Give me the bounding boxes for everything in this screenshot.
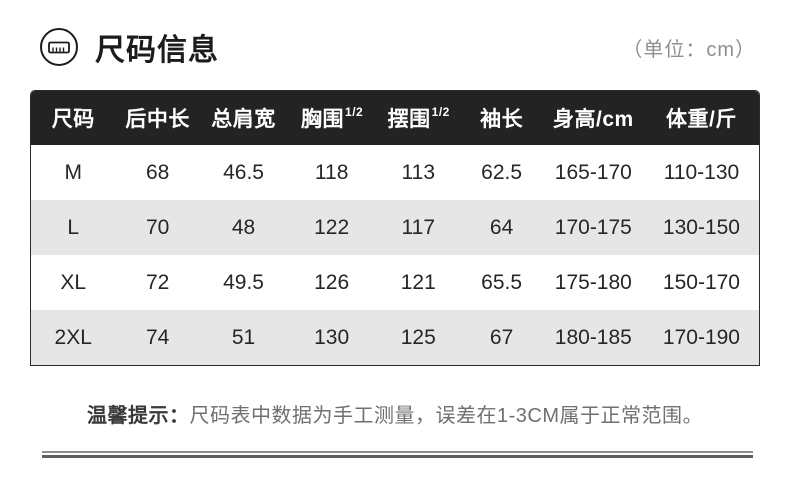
table-cell: 48 <box>199 200 288 255</box>
table-cell: 150-170 <box>643 255 759 310</box>
table-cell: 62.5 <box>460 145 543 200</box>
section-title: 尺码信息 <box>95 34 219 67</box>
table-cell: 2XL <box>31 310 116 365</box>
tip-label: 温馨提示： <box>86 405 190 427</box>
table-row: M 68 46.5 118 113 62.5 165-170 110-130 <box>31 145 759 200</box>
section-header: 尺码信息 （单位：cm） <box>40 24 756 70</box>
divider-line <box>42 451 753 453</box>
table-cell: 46.5 <box>199 145 288 200</box>
table-header-row: 尺码 后中长 总肩宽 胸围1/2 摆围1/2 袖长 身高/cm 体重/斤 <box>31 91 759 145</box>
table-cell: 180-185 <box>542 310 644 365</box>
table-cell: 51 <box>199 310 288 365</box>
table-cell: 125 <box>376 310 461 365</box>
ruler-icon <box>40 28 78 66</box>
table-cell: XL <box>31 255 116 310</box>
tip-text: 温馨提示：尺码表中数据为手工测量，误差在1-3CM属于正常范围。 <box>30 399 760 428</box>
table-cell: 72 <box>115 255 200 310</box>
column-header: 尺码 <box>31 91 116 145</box>
column-header: 后中长 <box>115 91 200 145</box>
table-row: L 70 48 122 117 64 170-175 130-150 <box>31 200 759 255</box>
table-cell: 165-170 <box>542 145 644 200</box>
size-table: 尺码 后中长 总肩宽 胸围1/2 摆围1/2 袖长 身高/cm 体重/斤 M 68 46.5 118… <box>30 90 760 366</box>
table-cell: 49.5 <box>199 255 288 310</box>
table-cell: 67 <box>460 310 543 365</box>
table-cell: M <box>31 145 116 200</box>
table-cell: 65.5 <box>460 255 543 310</box>
column-header: 摆围1/2 <box>376 91 461 145</box>
table-cell: 122 <box>287 200 377 255</box>
column-header: 体重/斤 <box>643 91 759 145</box>
table-cell: 70 <box>115 200 200 255</box>
table-cell: 130-150 <box>643 200 759 255</box>
column-header: 总肩宽 <box>199 91 288 145</box>
table-cell: 117 <box>376 200 461 255</box>
table-row: XL 72 49.5 126 121 65.5 175-180 150-170 <box>31 255 759 310</box>
table-cell: 130 <box>287 310 377 365</box>
table-cell: 175-180 <box>542 255 644 310</box>
table-cell: 118 <box>287 145 377 200</box>
table-cell: 74 <box>115 310 200 365</box>
tip-body: 尺码表中数据为手工测量，误差在1-3CM属于正常范围。 <box>189 405 703 427</box>
divider-line <box>42 455 753 458</box>
table-cell: 113 <box>376 145 461 200</box>
column-header: 身高/cm <box>542 91 644 145</box>
next-section-top-edge <box>42 451 753 458</box>
table-cell: 121 <box>376 255 461 310</box>
unit-note: （单位：cm） <box>622 38 756 61</box>
table-cell: 170-190 <box>643 310 759 365</box>
column-header: 胸围1/2 <box>287 91 377 145</box>
table-cell: 64 <box>460 200 543 255</box>
column-header: 袖长 <box>460 91 543 145</box>
table-cell: L <box>31 200 116 255</box>
table-cell: 68 <box>115 145 200 200</box>
table-cell: 110-130 <box>643 145 759 200</box>
table-cell: 126 <box>287 255 377 310</box>
table-row: 2XL 74 51 130 125 67 180-185 170-190 <box>31 310 759 365</box>
table-cell: 170-175 <box>542 200 644 255</box>
